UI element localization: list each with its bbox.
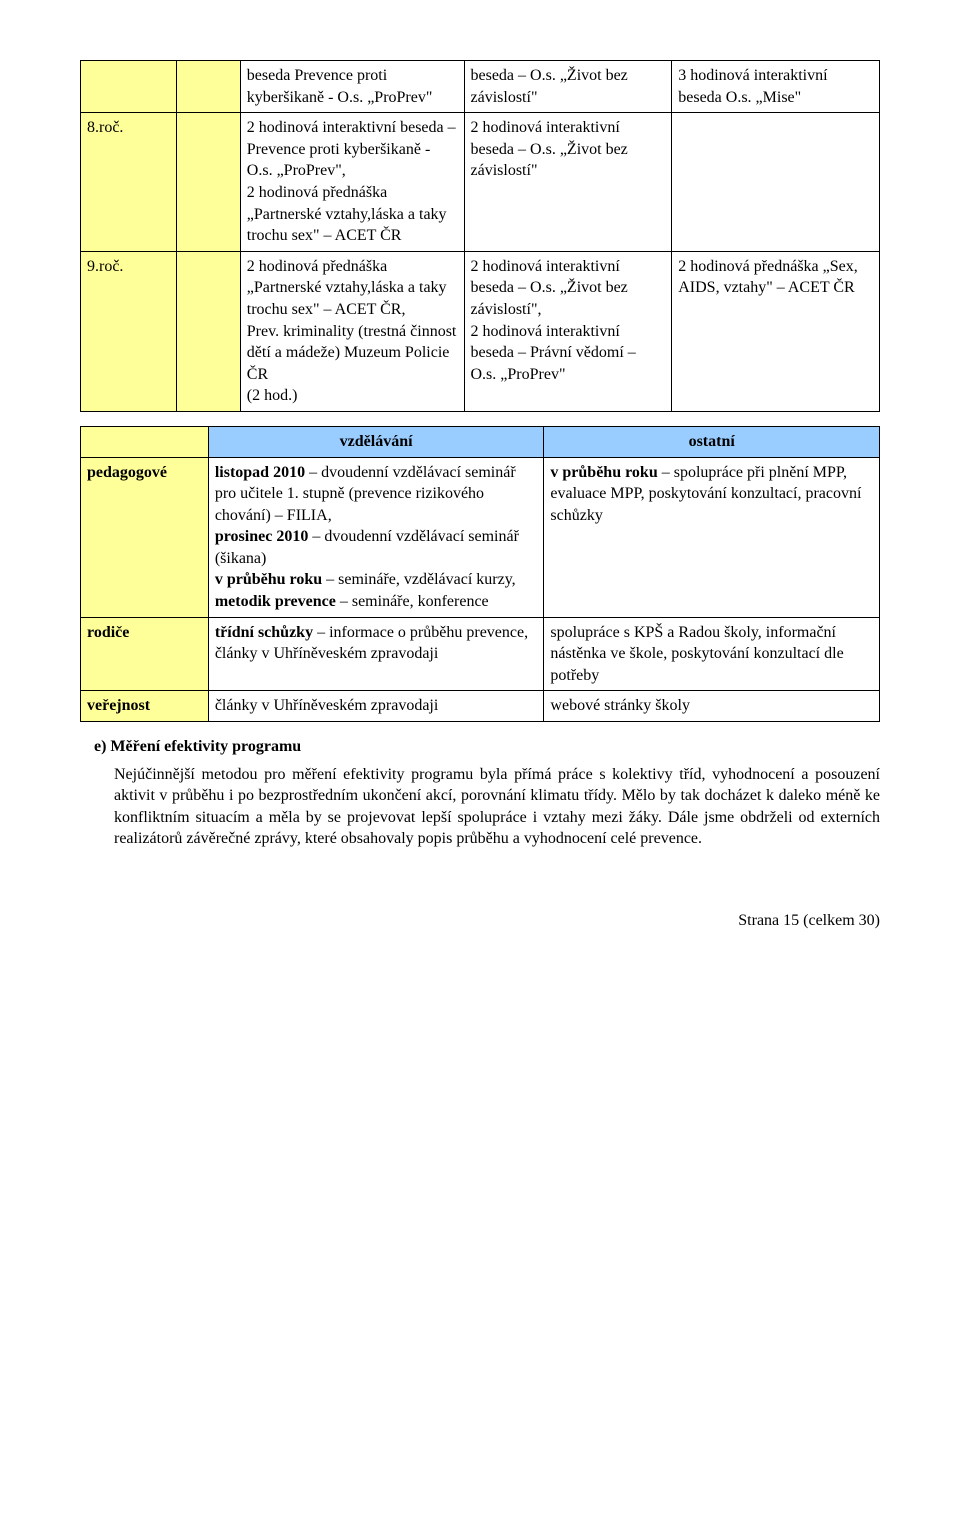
cell — [672, 113, 880, 252]
row-spacer — [176, 61, 240, 113]
row-spacer — [176, 251, 240, 411]
cell: spolupráce s KPŠ a Radou školy, informač… — [544, 617, 880, 691]
cell: 2 hodinová interaktivní beseda – O.s. „Ž… — [464, 251, 672, 411]
table-row: veřejnostčlánky v Uhříněveském zpravodaj… — [81, 691, 880, 722]
table-row: 9.roč. 2 hodinová přednáška „Partnerské v… — [81, 251, 880, 411]
cell: beseda Prevence proti kyberšikaně - O.s.… — [240, 61, 464, 113]
row-spacer — [176, 113, 240, 252]
row-label: 8.roč. — [81, 113, 177, 252]
row-label: veřejnost — [81, 691, 209, 722]
cell: webové stránky školy — [544, 691, 880, 722]
table-row: pedagogovélistopad 2010 – dvoudenní vzdě… — [81, 457, 880, 617]
schedule-table: beseda Prevence proti kyberšikaně - O.s.… — [80, 60, 880, 412]
stakeholder-table: vzdělávání ostatní pedagogovélistopad 20… — [80, 426, 880, 722]
cell: v průběhu roku – spolupráce při plnění M… — [544, 457, 880, 617]
page-footer: Strana 15 (celkem 30) — [80, 910, 880, 932]
cell: listopad 2010 – dvoudenní vzdělávací sem… — [208, 457, 544, 617]
row-label: 9.roč. — [81, 251, 177, 411]
row-label: rodiče — [81, 617, 209, 691]
table2-header-ostatni: ostatní — [544, 426, 880, 457]
cell: 2 hodinová interaktivní beseda – Prevenc… — [240, 113, 464, 252]
table2-corner — [81, 426, 209, 457]
table-row: 8.roč. 2 hodinová interaktivní beseda – P… — [81, 113, 880, 252]
table2-header-vzdelavani: vzdělávání — [208, 426, 544, 457]
table-row: beseda Prevence proti kyberšikaně - O.s.… — [81, 61, 880, 113]
section-e: e) Měření efektivity programu Nejúčinněj… — [80, 736, 880, 850]
table-row: rodičetřídní schůzky – informace o průbě… — [81, 617, 880, 691]
section-e-heading: e) Měření efektivity programu — [94, 738, 301, 755]
cell: třídní schůzky – informace o průběhu pre… — [208, 617, 544, 691]
cell: 3 hodinová interaktivní beseda O.s. „Mis… — [672, 61, 880, 113]
row-label: pedagogové — [81, 457, 209, 617]
cell: 2 hodinová přednáška „Sex, AIDS, vztahy"… — [672, 251, 880, 411]
cell: beseda – O.s. „Život bez závislostí" — [464, 61, 672, 113]
cell: články v Uhříněveském zpravodaji — [208, 691, 544, 722]
section-e-body: Nejúčinnější metodou pro měření efektivi… — [114, 764, 880, 850]
cell: 2 hodinová interaktivní beseda – O.s. „Ž… — [464, 113, 672, 252]
row-label — [81, 61, 177, 113]
cell: 2 hodinová přednáška „Partnerské vztahy,… — [240, 251, 464, 411]
